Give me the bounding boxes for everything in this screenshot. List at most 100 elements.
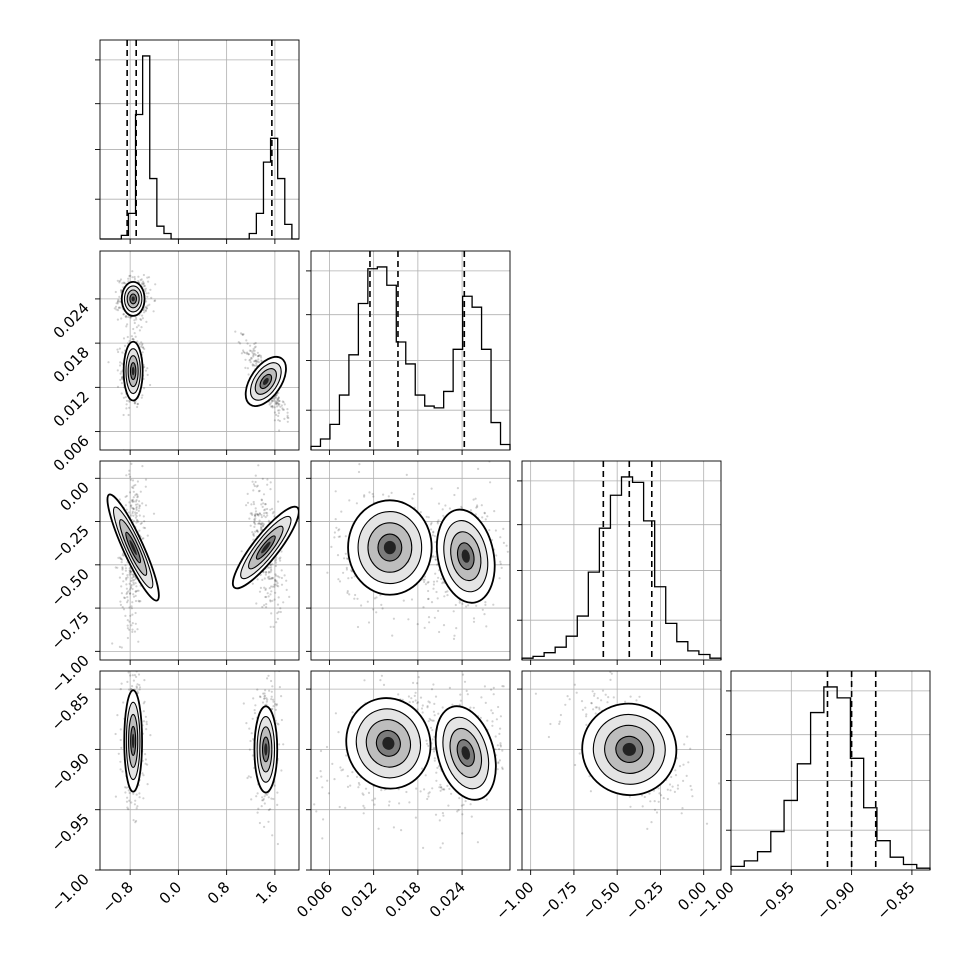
scatter-point bbox=[432, 750, 436, 753]
scatter-point bbox=[257, 490, 260, 493]
scatter-point bbox=[346, 591, 349, 595]
scatter-point bbox=[272, 700, 275, 703]
scatter-point bbox=[277, 397, 280, 400]
scatter-point bbox=[121, 572, 124, 576]
scatter-point bbox=[391, 634, 394, 637]
scatter-point bbox=[437, 712, 440, 715]
scatter-point bbox=[141, 537, 144, 540]
scatter-point bbox=[334, 490, 337, 493]
scatter-point bbox=[512, 721, 514, 723]
scatter-point bbox=[643, 795, 646, 799]
scatter-point bbox=[252, 347, 255, 351]
scatter-point bbox=[131, 338, 134, 341]
scatter-point bbox=[131, 270, 134, 273]
scatter-point bbox=[144, 762, 147, 765]
scatter-point bbox=[250, 503, 253, 506]
scatter-point bbox=[257, 464, 260, 467]
scatter-point bbox=[433, 757, 436, 760]
scatter-point bbox=[246, 351, 249, 354]
scatter-point bbox=[271, 406, 274, 409]
scatter-point bbox=[248, 359, 251, 362]
scatter-point bbox=[427, 589, 430, 593]
scatter-point bbox=[283, 417, 286, 420]
scatter-point bbox=[363, 679, 366, 682]
scatter-point bbox=[278, 403, 281, 406]
scatter-point bbox=[286, 414, 289, 417]
scatter-point bbox=[128, 582, 131, 585]
scatter-point bbox=[131, 577, 134, 580]
scatter-point bbox=[334, 518, 337, 521]
scatter-point bbox=[427, 792, 430, 795]
scatter-point bbox=[338, 535, 342, 538]
scatter-point bbox=[340, 769, 343, 772]
scatter-point bbox=[142, 308, 145, 311]
scatter-point bbox=[137, 509, 140, 512]
scatter-point bbox=[134, 316, 138, 319]
scatter-point bbox=[140, 521, 143, 525]
scatter-point bbox=[120, 746, 123, 750]
scatter-point bbox=[132, 338, 135, 341]
scatter-point bbox=[437, 502, 441, 505]
scatter-point bbox=[141, 394, 144, 397]
scatter-point bbox=[269, 600, 272, 603]
scatter-point bbox=[426, 742, 429, 745]
scatter-point bbox=[125, 587, 128, 590]
scatter-point bbox=[274, 580, 277, 583]
scatter-point bbox=[456, 810, 459, 813]
scatter-point bbox=[142, 346, 145, 349]
scatter-point bbox=[126, 599, 129, 602]
scatter-point bbox=[272, 705, 275, 708]
scatter-point bbox=[132, 679, 135, 682]
scatter-point bbox=[119, 306, 122, 309]
scatter-point bbox=[279, 559, 282, 562]
scatter-point bbox=[252, 355, 255, 358]
scatter-point bbox=[442, 624, 446, 627]
scatter-point bbox=[269, 405, 273, 408]
scatter-point bbox=[272, 399, 275, 402]
scatter-point bbox=[136, 628, 139, 631]
scatter-point bbox=[128, 573, 131, 576]
scatter-point bbox=[278, 409, 281, 412]
scatter-point bbox=[469, 803, 472, 806]
scatter-point bbox=[132, 484, 135, 487]
scatter-point bbox=[346, 590, 349, 593]
density-panel bbox=[306, 670, 514, 875]
scatter-point bbox=[432, 583, 435, 586]
scatter-point bbox=[127, 413, 130, 417]
scatter-point bbox=[135, 505, 138, 509]
scatter-point bbox=[433, 747, 436, 750]
scatter-point bbox=[275, 621, 278, 624]
scatter-point bbox=[500, 566, 503, 570]
y-tick-label: 0.024 bbox=[50, 299, 93, 342]
scatter-point bbox=[653, 808, 657, 811]
scatter-point bbox=[678, 765, 682, 768]
scatter-point bbox=[268, 577, 271, 581]
scatter-point bbox=[254, 507, 257, 510]
scatter-point bbox=[136, 495, 139, 498]
scatter-point bbox=[266, 507, 269, 511]
scatter-point bbox=[255, 360, 258, 363]
scatter-point bbox=[270, 585, 273, 588]
scatter-point bbox=[407, 695, 410, 698]
scatter-point bbox=[255, 795, 258, 798]
scatter-point bbox=[502, 527, 505, 531]
scatter-point bbox=[461, 832, 464, 835]
scatter-point bbox=[141, 465, 144, 468]
scatter-point bbox=[363, 494, 366, 497]
scatter-point bbox=[117, 752, 120, 755]
scatter-point bbox=[122, 337, 126, 340]
scatter-point bbox=[270, 399, 273, 402]
x-tick-label: 0.012 bbox=[337, 878, 380, 921]
density-content bbox=[114, 671, 285, 846]
scatter-point bbox=[629, 695, 632, 698]
scatter-point bbox=[271, 399, 274, 402]
scatter-point bbox=[483, 685, 486, 688]
scatter-point bbox=[559, 713, 563, 717]
scatter-point bbox=[673, 790, 677, 794]
scatter-point bbox=[249, 361, 252, 364]
scatter-point bbox=[245, 352, 248, 355]
scatter-point bbox=[439, 783, 442, 786]
scatter-point bbox=[130, 801, 133, 804]
scatter-point bbox=[260, 529, 263, 532]
scatter-point bbox=[119, 688, 122, 691]
